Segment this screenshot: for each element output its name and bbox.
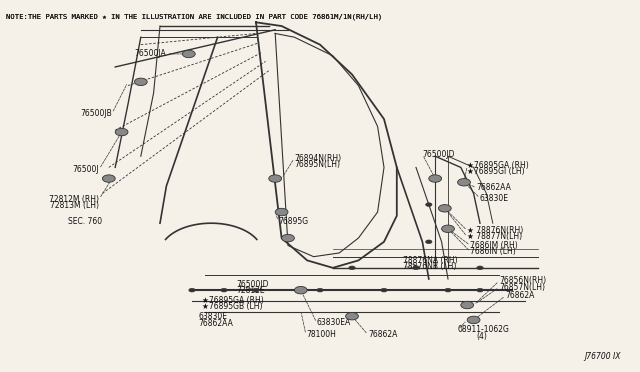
Circle shape bbox=[426, 240, 432, 244]
Text: 76895N(LH): 76895N(LH) bbox=[294, 160, 340, 169]
Text: 7686lN (LH): 7686lN (LH) bbox=[470, 247, 516, 256]
Circle shape bbox=[467, 316, 480, 324]
Circle shape bbox=[115, 128, 128, 136]
Text: J76700 IX: J76700 IX bbox=[584, 352, 621, 361]
Text: 76500JB: 76500JB bbox=[80, 109, 112, 118]
Text: 78876NA (RH): 78876NA (RH) bbox=[403, 256, 458, 265]
Circle shape bbox=[282, 234, 294, 242]
Circle shape bbox=[221, 288, 227, 292]
Circle shape bbox=[349, 266, 355, 270]
Circle shape bbox=[346, 312, 358, 320]
Text: 78100H: 78100H bbox=[306, 330, 336, 339]
Circle shape bbox=[477, 266, 483, 270]
Text: 76500JD: 76500JD bbox=[237, 280, 269, 289]
Circle shape bbox=[429, 175, 442, 182]
Text: ★ 78876N(RH): ★ 78876N(RH) bbox=[467, 226, 524, 235]
Circle shape bbox=[253, 288, 259, 292]
Circle shape bbox=[438, 205, 451, 212]
Text: 76500JA: 76500JA bbox=[134, 49, 166, 58]
Text: ★ 78877N(LH): ★ 78877N(LH) bbox=[467, 232, 522, 241]
Circle shape bbox=[182, 50, 195, 58]
Text: 76862A: 76862A bbox=[368, 330, 397, 339]
Text: 7686lM (RH): 7686lM (RH) bbox=[470, 241, 518, 250]
Text: ★76895GA (RH): ★76895GA (RH) bbox=[467, 161, 529, 170]
Circle shape bbox=[445, 288, 451, 292]
Text: ★76895GB (LH): ★76895GB (LH) bbox=[202, 302, 262, 311]
Circle shape bbox=[275, 208, 288, 216]
Circle shape bbox=[294, 286, 307, 294]
Text: 76862AA: 76862AA bbox=[198, 319, 233, 328]
Circle shape bbox=[269, 175, 282, 182]
Text: SEC. 760: SEC. 760 bbox=[68, 217, 102, 226]
Circle shape bbox=[426, 203, 432, 206]
Circle shape bbox=[102, 175, 115, 182]
Text: (4): (4) bbox=[477, 332, 488, 341]
Circle shape bbox=[461, 301, 474, 309]
Text: 76862AA: 76862AA bbox=[477, 183, 511, 192]
Text: 63830E: 63830E bbox=[480, 194, 509, 203]
Text: 72813M (LH): 72813M (LH) bbox=[50, 201, 99, 210]
Text: 08911-1062G: 08911-1062G bbox=[458, 326, 509, 334]
Circle shape bbox=[442, 225, 454, 232]
Text: 63830E: 63830E bbox=[198, 312, 227, 321]
Circle shape bbox=[458, 179, 470, 186]
Text: 76894N(RH): 76894N(RH) bbox=[294, 154, 342, 163]
Text: 76856N(RH): 76856N(RH) bbox=[499, 276, 547, 285]
Text: 72812M (RH): 72812M (RH) bbox=[49, 195, 99, 203]
Text: 72812E: 72812E bbox=[237, 286, 266, 295]
Text: 63830EA: 63830EA bbox=[317, 318, 351, 327]
Text: 78876NB (LH): 78876NB (LH) bbox=[403, 262, 456, 271]
Text: 76500JD: 76500JD bbox=[422, 150, 455, 159]
Circle shape bbox=[134, 78, 147, 86]
Text: 76857N(LH): 76857N(LH) bbox=[499, 283, 545, 292]
Text: 76895G: 76895G bbox=[278, 217, 308, 226]
Text: NOTE:THE PARTS MARKED ★ IN THE ILLUSTRATION ARE INCLUDED IN PART CODE 76861M/1N(: NOTE:THE PARTS MARKED ★ IN THE ILLUSTRAT… bbox=[6, 13, 383, 19]
Circle shape bbox=[317, 288, 323, 292]
Circle shape bbox=[189, 288, 195, 292]
Text: 76500J: 76500J bbox=[72, 165, 99, 174]
Circle shape bbox=[477, 288, 483, 292]
Text: 76862A: 76862A bbox=[506, 291, 535, 300]
Text: ★76895GI (LH): ★76895GI (LH) bbox=[467, 167, 525, 176]
Text: NOTE:THE PARTS MARKED ★ IN THE ILLUSTRATION ARE INCLUDED IN PART CODE 76861M/1N(: NOTE:THE PARTS MARKED ★ IN THE ILLUSTRAT… bbox=[6, 13, 383, 19]
Circle shape bbox=[381, 288, 387, 292]
Text: ★76895GA (RH): ★76895GA (RH) bbox=[202, 296, 263, 305]
Circle shape bbox=[413, 266, 419, 270]
